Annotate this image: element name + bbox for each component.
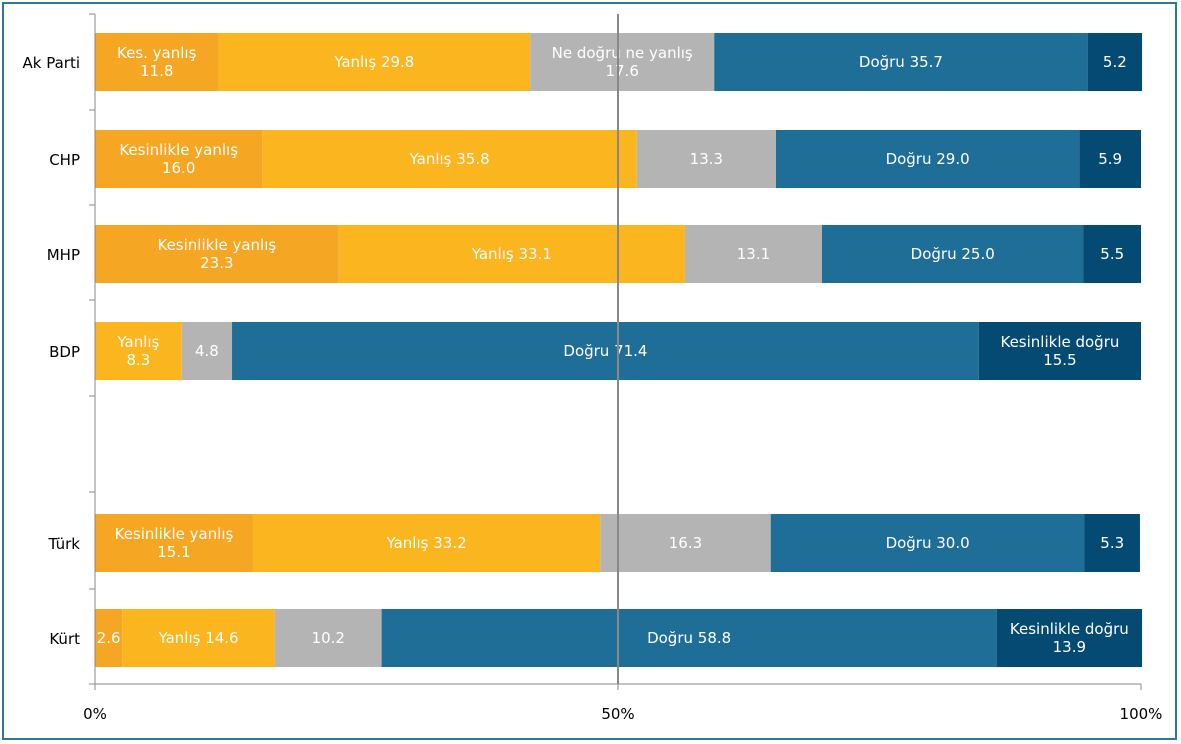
category-label: Ak Parti [23, 54, 81, 72]
category-label: Kürt [49, 630, 80, 648]
data-label: 17.6 [605, 62, 638, 80]
data-label: Yanlış 35.8 [409, 150, 490, 168]
x-tick-label: 50% [601, 705, 634, 723]
data-label: 8.3 [126, 351, 150, 369]
bar-segment [95, 609, 123, 667]
category-label: BDP [49, 343, 80, 361]
bar-segment [232, 322, 979, 380]
data-label: 16.3 [669, 534, 702, 552]
bar-segment [600, 514, 771, 572]
data-label: 15.1 [157, 543, 190, 561]
data-label: Kes. yanlış [117, 44, 197, 62]
bar-segment [95, 322, 182, 380]
data-label: Doğru 25.0 [911, 245, 995, 263]
bar-segment [181, 322, 233, 380]
data-label: Kesinlikle yanlış [119, 141, 238, 159]
data-label: Yanlış 29.8 [333, 53, 414, 71]
data-label: 13.1 [737, 245, 770, 263]
bar-segment [95, 130, 263, 188]
data-label: Yanlış 33.1 [471, 245, 552, 263]
bar-segment [770, 514, 1085, 572]
x-tick-label: 100% [1120, 705, 1163, 723]
category-label: MHP [47, 246, 80, 264]
data-label: 11.8 [140, 62, 173, 80]
data-label: Kesinlikle yanlış [115, 525, 234, 543]
data-label: 5.9 [1098, 150, 1122, 168]
data-label: 4.8 [195, 342, 219, 360]
data-label: Yanlış [116, 333, 159, 351]
bar-segment [1079, 130, 1141, 188]
bar-segment [381, 609, 997, 667]
bar-segment [821, 225, 1084, 283]
data-label: 10.2 [312, 629, 345, 647]
x-tick-label: 0% [83, 705, 107, 723]
bar-segment [996, 609, 1143, 667]
data-label: Doğru 71.4 [563, 342, 647, 360]
data-label: 23.3 [200, 254, 233, 272]
data-label: Kesinlikle yanlış [157, 236, 276, 254]
bar-segment [1084, 514, 1140, 572]
bar-segment [530, 33, 715, 91]
bar-segment [274, 609, 382, 667]
bar-segment [714, 33, 1088, 91]
data-label: 13.3 [690, 150, 723, 168]
data-label: Yanlış 14.6 [157, 629, 238, 647]
data-label: Kesinlikle doğru [1000, 333, 1119, 351]
bar-segment [95, 33, 219, 91]
data-label: 5.3 [1100, 534, 1124, 552]
category-label: Türk [48, 535, 81, 553]
data-label: 16.0 [162, 159, 195, 177]
data-label: Doğru 29.0 [886, 150, 970, 168]
data-label: Doğru 30.0 [886, 534, 970, 552]
bar-segment [95, 225, 339, 283]
bar-segment [95, 514, 253, 572]
bar-segment [262, 130, 637, 188]
data-label: Doğru 35.7 [859, 53, 943, 71]
data-label: 5.2 [1103, 53, 1127, 71]
bar-segment [775, 130, 1080, 188]
bar-segment [1083, 225, 1141, 283]
bar-segment [252, 514, 601, 572]
data-label: Kesinlikle doğru [1010, 620, 1129, 638]
bar-segment [978, 322, 1141, 380]
data-label: 13.9 [1053, 638, 1086, 656]
data-label: 5.5 [1100, 245, 1124, 263]
data-label: 2.6 [97, 629, 121, 647]
bar-segment [338, 225, 685, 283]
bar-segment [218, 33, 531, 91]
data-label: Yanlış 33.2 [386, 534, 467, 552]
bar-segment [1087, 33, 1143, 91]
bar-segment [636, 130, 776, 188]
bar-segment [122, 609, 275, 667]
data-label: Doğru 58.8 [647, 629, 731, 647]
data-label: Ne doğru ne yanlış [552, 44, 693, 62]
category-label: CHP [49, 151, 80, 169]
data-label: 15.5 [1043, 351, 1076, 369]
bar-segment [684, 225, 822, 283]
